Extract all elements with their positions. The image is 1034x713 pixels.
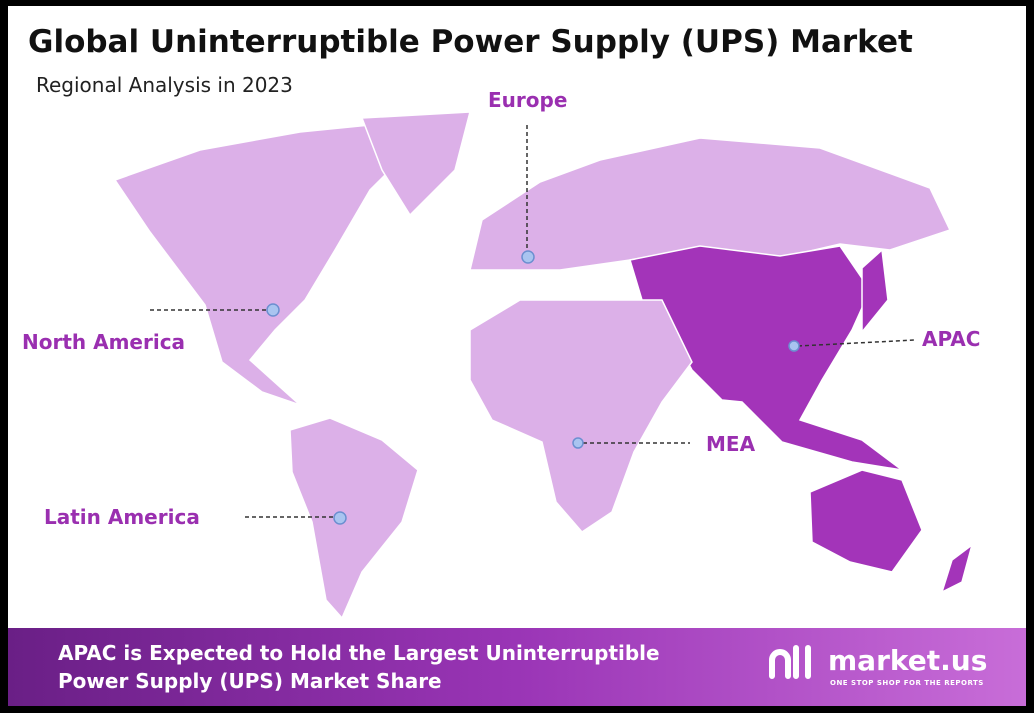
- brand: market.us: [828, 644, 987, 677]
- greenland: [360, 111, 471, 217]
- leader-line: [797, 339, 916, 347]
- region-marker: [572, 437, 584, 449]
- footer-text: APAC is Expected to Hold the Largest Uni…: [58, 641, 660, 665]
- south-america: [289, 417, 419, 620]
- region-marker: [266, 303, 280, 317]
- region-marker: [788, 340, 800, 352]
- logo-icon: [769, 645, 811, 679]
- title: Global Uninterruptible Power Supply (UPS…: [28, 24, 913, 60]
- region-label: APAC: [922, 327, 980, 351]
- region-label: Latin America: [44, 505, 200, 529]
- region-marker: [333, 511, 347, 525]
- tagline: ONE STOP SHOP FOR THE REPORTS: [830, 679, 984, 687]
- africa-middle-east: [469, 299, 693, 533]
- footer-text: Power Supply (UPS) Market Share: [58, 669, 442, 693]
- footer-band: [8, 628, 1026, 706]
- subtitle: Regional Analysis in 2023: [36, 73, 293, 97]
- region-label: Europe: [488, 88, 567, 112]
- region-label: North America: [22, 330, 185, 354]
- region-label: MEA: [706, 432, 756, 456]
- japan: [861, 248, 889, 335]
- australia: [809, 469, 923, 573]
- logo: market.us ONE STOP SHOP FOR THE REPORTS: [769, 644, 987, 687]
- region-marker: [521, 250, 535, 264]
- region-labels: Europe North America APAC MEA Latin Amer…: [22, 88, 980, 529]
- north-america: [113, 124, 412, 406]
- new-zealand: [940, 543, 974, 594]
- world-map: [113, 111, 974, 620]
